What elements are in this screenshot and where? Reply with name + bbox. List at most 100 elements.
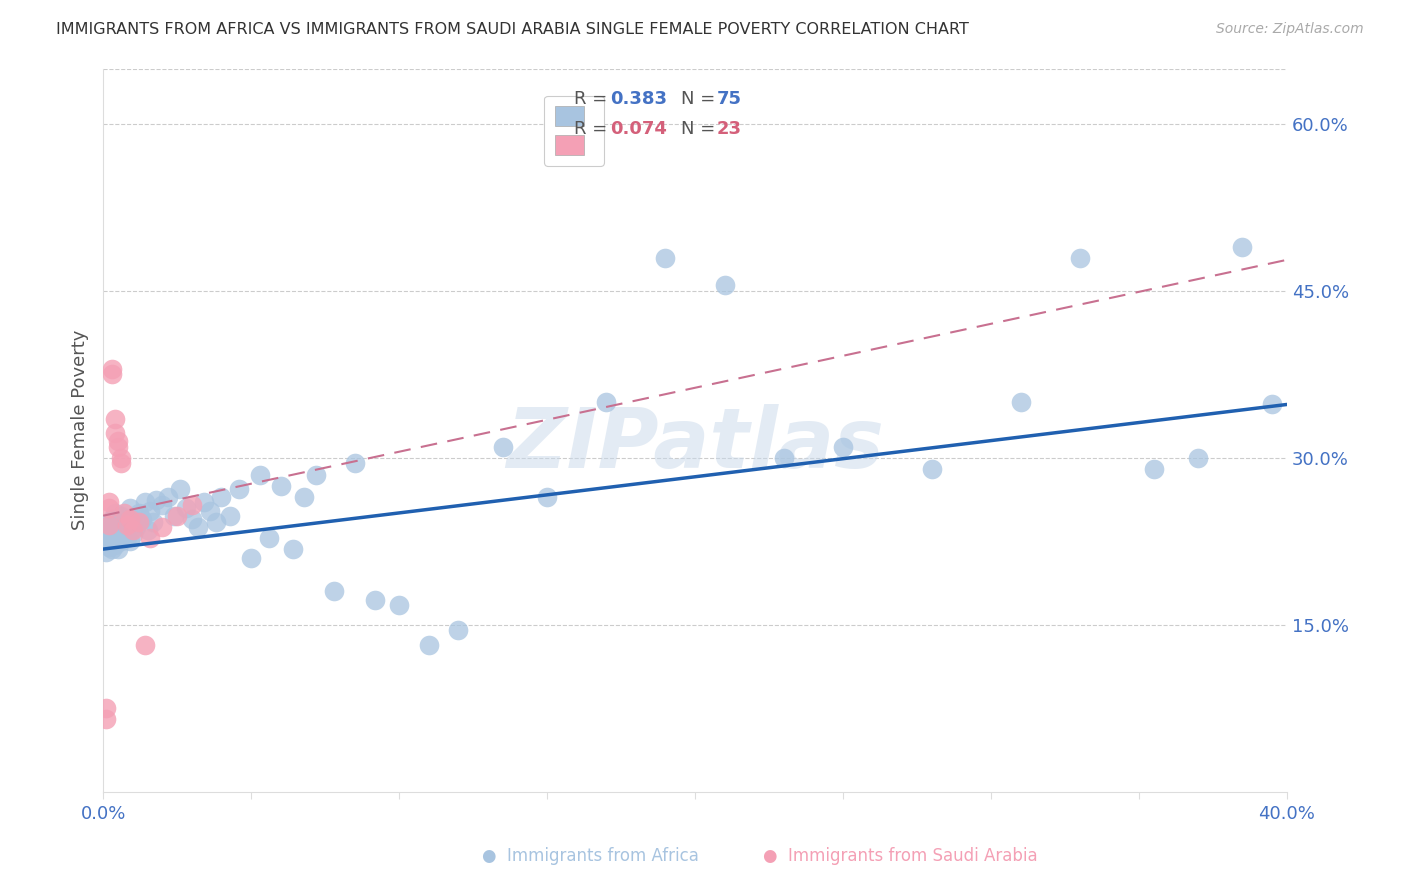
Point — [110, 450, 132, 465]
Point — [107, 542, 129, 557]
Text: 75: 75 — [716, 90, 741, 108]
Point — [240, 551, 263, 566]
Text: N =: N = — [681, 120, 721, 137]
Point — [104, 426, 127, 441]
Point — [364, 593, 387, 607]
Point — [98, 523, 121, 537]
Text: 23: 23 — [716, 120, 741, 137]
Point — [107, 434, 129, 449]
Point — [211, 490, 233, 504]
Point — [107, 531, 129, 545]
Point — [112, 507, 135, 521]
Point — [150, 520, 173, 534]
Point — [1232, 239, 1254, 253]
Point — [115, 531, 138, 545]
Point — [1010, 395, 1032, 409]
Point — [150, 498, 173, 512]
Point — [101, 512, 124, 526]
Point — [107, 517, 129, 532]
Point — [388, 598, 411, 612]
Point — [128, 516, 150, 530]
Point — [136, 523, 159, 537]
Point — [112, 529, 135, 543]
Point — [112, 516, 135, 530]
Point — [98, 529, 121, 543]
Point — [1143, 462, 1166, 476]
Point — [491, 440, 513, 454]
Text: Source: ZipAtlas.com: Source: ZipAtlas.com — [1216, 22, 1364, 37]
Point — [131, 512, 153, 526]
Point — [1187, 450, 1209, 465]
Point — [772, 450, 794, 465]
Point — [98, 495, 121, 509]
Point — [281, 542, 304, 557]
Point — [107, 440, 129, 454]
Point — [104, 412, 127, 426]
Legend: , : , — [544, 95, 603, 166]
Text: ●  Immigrants from Saudi Arabia: ● Immigrants from Saudi Arabia — [762, 847, 1038, 865]
Point — [110, 457, 132, 471]
Point — [118, 500, 141, 515]
Point — [98, 517, 121, 532]
Point — [134, 495, 156, 509]
Point — [104, 507, 127, 521]
Point — [139, 531, 162, 545]
Point — [921, 462, 943, 476]
Point — [94, 545, 117, 559]
Text: ZIPatlas: ZIPatlas — [506, 404, 884, 485]
Point — [101, 362, 124, 376]
Point — [163, 508, 186, 523]
Point — [98, 540, 121, 554]
Point — [94, 701, 117, 715]
Text: IMMIGRANTS FROM AFRICA VS IMMIGRANTS FROM SAUDI ARABIA SINGLE FEMALE POVERTY COR: IMMIGRANTS FROM AFRICA VS IMMIGRANTS FRO… — [56, 22, 969, 37]
Point — [204, 516, 226, 530]
Point — [98, 500, 121, 515]
Point — [142, 516, 165, 530]
Text: R =: R = — [574, 120, 613, 137]
Point — [418, 638, 440, 652]
Point — [134, 638, 156, 652]
Point — [193, 495, 215, 509]
Point — [118, 534, 141, 549]
Point — [1261, 397, 1284, 411]
Point — [128, 507, 150, 521]
Point — [228, 482, 250, 496]
Point — [654, 251, 676, 265]
Point — [292, 490, 315, 504]
Point — [115, 520, 138, 534]
Point — [94, 534, 117, 549]
Point — [323, 584, 346, 599]
Point — [157, 490, 180, 504]
Point — [101, 520, 124, 534]
Point — [1069, 251, 1091, 265]
Point — [536, 490, 558, 504]
Point — [121, 512, 143, 526]
Point — [139, 504, 162, 518]
Point — [257, 531, 280, 545]
Point — [104, 526, 127, 541]
Point — [118, 512, 141, 526]
Point — [169, 482, 191, 496]
Point — [98, 517, 121, 532]
Point — [595, 395, 617, 409]
Point — [94, 712, 117, 726]
Point — [115, 517, 138, 532]
Point — [180, 512, 202, 526]
Point — [174, 500, 197, 515]
Point — [219, 508, 242, 523]
Point — [101, 542, 124, 557]
Point — [166, 508, 188, 523]
Text: ●  Immigrants from Africa: ● Immigrants from Africa — [482, 847, 699, 865]
Point — [343, 457, 366, 471]
Point — [270, 478, 292, 492]
Point — [249, 467, 271, 482]
Text: 0.074: 0.074 — [610, 120, 666, 137]
Point — [104, 538, 127, 552]
Point — [198, 504, 221, 518]
Y-axis label: Single Female Poverty: Single Female Poverty — [72, 330, 89, 530]
Text: N =: N = — [681, 90, 721, 108]
Point — [110, 534, 132, 549]
Point — [180, 498, 202, 512]
Point — [101, 368, 124, 382]
Point — [110, 508, 132, 523]
